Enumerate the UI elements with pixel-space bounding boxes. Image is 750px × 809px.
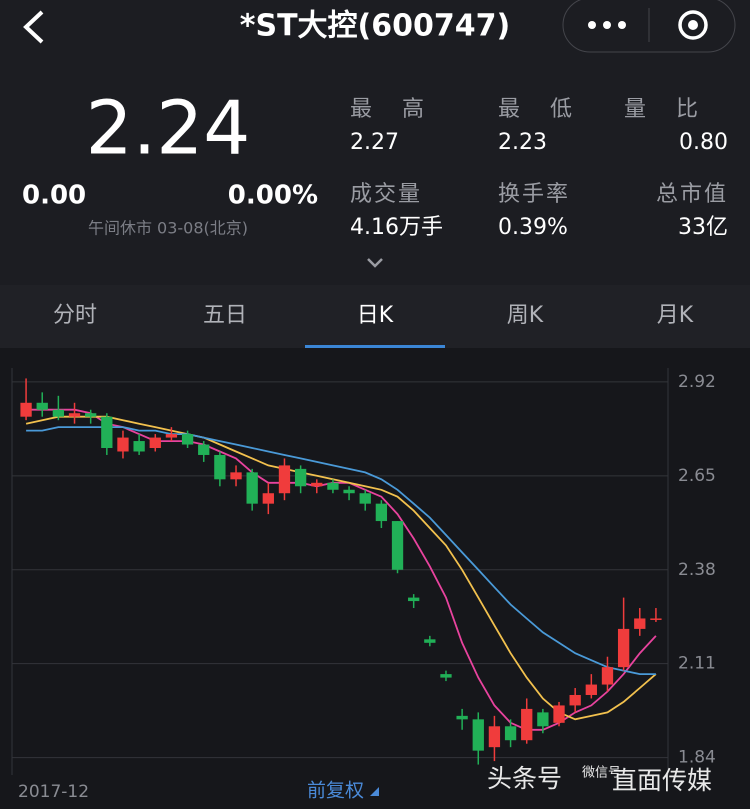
expand-arrow[interactable] <box>367 258 383 268</box>
stat-label: 换手率 <box>498 182 570 207</box>
moving-average <box>25 415 657 721</box>
candle-body <box>149 437 161 449</box>
candle-body <box>359 493 371 504</box>
stat-value: 2.23 <box>498 130 547 155</box>
candle-body <box>327 482 339 490</box>
candle-body <box>246 472 258 504</box>
candle-body <box>68 413 81 417</box>
candle-body <box>311 482 323 487</box>
candle-body <box>230 472 242 480</box>
price: 2.24 <box>86 86 251 172</box>
more-button[interactable] <box>588 21 626 29</box>
candle-body <box>133 441 145 452</box>
stat-value: 0.80 <box>679 130 728 155</box>
moving-average <box>26 408 657 731</box>
y-tick-label: 1.84 <box>678 748 716 768</box>
tab[interactable]: 日K <box>357 303 394 328</box>
chart-bg <box>0 348 750 809</box>
tab[interactable]: 五日 <box>203 303 247 328</box>
y-tick-label: 2.92 <box>678 372 716 392</box>
watermark: 直面传媒 <box>612 766 712 795</box>
moving-average <box>26 426 656 675</box>
adjust-arrow <box>370 787 379 796</box>
candle-body <box>262 493 274 504</box>
candle-body <box>617 628 630 668</box>
stat-label: 量比 <box>624 97 728 122</box>
stat-value: 4.16万手 <box>350 215 443 240</box>
candle-body <box>472 719 484 751</box>
close-button[interactable] <box>678 10 708 40</box>
candle-body <box>585 684 597 695</box>
candle-body <box>278 465 291 494</box>
candle-body <box>375 503 388 522</box>
adjust-button[interactable]: 前复权 <box>307 780 364 802</box>
change-pct: 0.00% <box>228 181 318 211</box>
y-tick-label: 2.38 <box>678 560 716 580</box>
candle-body <box>294 468 307 487</box>
tab[interactable]: 月K <box>657 303 694 328</box>
candle-body <box>569 694 581 706</box>
candle-body <box>198 444 210 455</box>
candle-body <box>650 618 662 620</box>
back-button[interactable] <box>23 10 44 44</box>
stat-label: 总市值 <box>656 182 728 207</box>
change: 0.00 <box>22 181 86 211</box>
status: 午间休市 03-08(北京) <box>88 219 248 238</box>
candle-body <box>408 597 420 602</box>
title: *ST大控(600747) <box>240 9 510 44</box>
tab-indicator <box>305 345 445 348</box>
candle-body <box>553 705 565 723</box>
candle-body <box>343 489 355 494</box>
tab-bg <box>0 285 750 348</box>
candle-body <box>165 434 178 438</box>
y-tick-label: 2.11 <box>678 654 716 674</box>
candle-body <box>214 454 226 480</box>
candle-body <box>634 618 646 629</box>
stat-label: 成交量 <box>350 182 422 207</box>
candle-body <box>488 726 501 748</box>
candle-body <box>181 434 194 445</box>
candle-body <box>440 674 452 678</box>
candle-body <box>456 715 468 720</box>
x-start-label: 2017-12 <box>18 782 89 802</box>
candle-body <box>504 726 517 741</box>
candle-body <box>101 416 113 449</box>
candle-body <box>424 639 436 643</box>
candle-body <box>36 402 48 410</box>
tab[interactable]: 周K <box>507 303 544 328</box>
candle-body <box>391 521 404 570</box>
tab[interactable]: 分时 <box>53 303 97 328</box>
candle-body <box>601 667 614 685</box>
candle-body <box>85 413 97 417</box>
watermark: 微信号 <box>582 766 621 781</box>
candle-body <box>521 708 533 741</box>
stat-value: 33亿 <box>678 215 728 240</box>
stat-value: 2.27 <box>350 130 399 155</box>
candle-body <box>117 437 129 452</box>
watermark: 头条号 <box>487 764 562 793</box>
stat-label: 最高 <box>350 97 454 122</box>
candle-body <box>537 712 549 727</box>
y-tick-label: 2.65 <box>678 466 716 486</box>
stat-label: 最低 <box>498 97 602 122</box>
stat-value: 0.39% <box>498 215 568 240</box>
candle-body <box>52 409 65 417</box>
candle-body <box>20 402 32 417</box>
